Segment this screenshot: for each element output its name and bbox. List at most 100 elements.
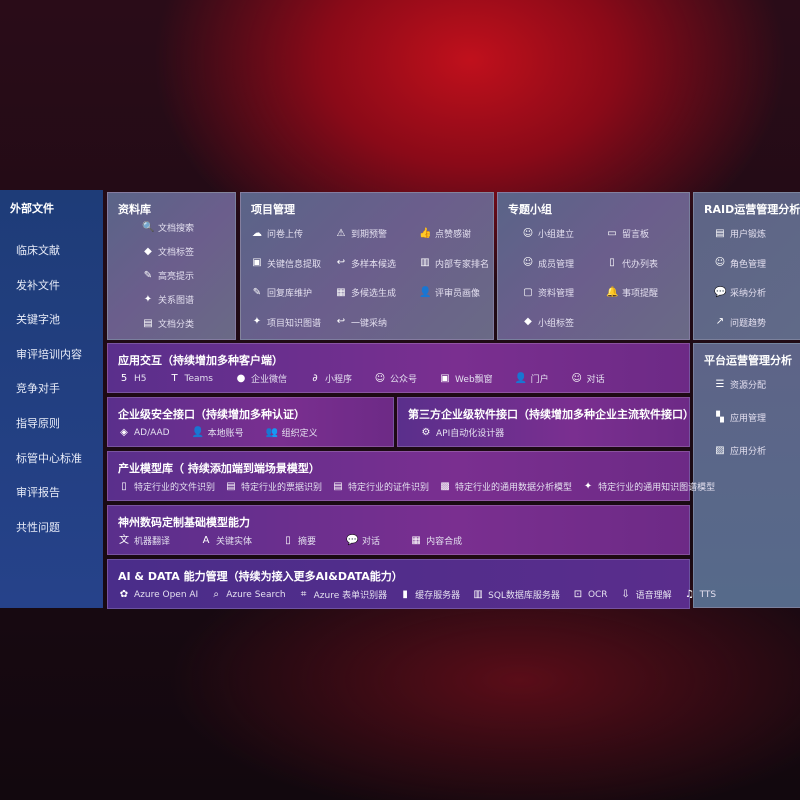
sidebar-item[interactable]: 标管中心标准 xyxy=(16,451,82,465)
industry-item[interactable]: ▯ 特定行业的文件识别 xyxy=(118,480,215,494)
base-panel: 神州数码定制基础模型能力 文机器翻译 A 关键实体 ▯ 摘要 💬 对话 ▦ 内容合成 xyxy=(107,505,690,555)
sidebar-item[interactable]: 发补文件 xyxy=(16,278,60,292)
graph-icon: ✦ xyxy=(143,293,153,305)
project-item[interactable]: ↩ 多样本候选 xyxy=(335,257,396,270)
project-item[interactable]: ✎ 回复库维护 xyxy=(251,286,312,300)
platform-item[interactable]: ▨ 应用分析 xyxy=(714,444,766,458)
raid-item-label: 采纳分析 xyxy=(730,289,767,299)
app-item-label: Teams xyxy=(184,373,213,384)
sidebar-item[interactable]: 共性问题 xyxy=(16,520,60,534)
ai-item[interactable]: ⊡ OCR xyxy=(572,588,608,601)
library-item-label: 文档搜索 xyxy=(158,224,195,234)
sidebar-item[interactable]: 审评报告 xyxy=(16,486,60,500)
industry-item[interactable]: ▤ 特定行业的证件识别 xyxy=(332,480,429,494)
project-item[interactable]: ⚠ 到期预警 xyxy=(335,227,388,241)
project-item[interactable]: 👤 评审员画像 xyxy=(419,286,480,300)
ai-item[interactable]: ⇩ 语音理解 xyxy=(620,588,671,602)
ai-item[interactable]: ✿ Azure Open AI xyxy=(118,588,198,601)
group-item[interactable]: ☺ 小组建立 xyxy=(522,227,574,241)
ai-item[interactable]: ▮ 缓存服务器 xyxy=(399,588,460,602)
ai-item-label: Azure Open AI xyxy=(134,589,199,600)
group-item[interactable]: ◆ 小组标签 xyxy=(522,316,574,329)
group-item[interactable]: ▢ 资料管理 xyxy=(522,286,574,300)
app-item[interactable]: ☺ 对话 xyxy=(571,372,604,386)
summary-icon: ▯ xyxy=(285,534,291,546)
project-item[interactable]: ✦ 项目知识图谱 xyxy=(251,316,321,329)
security-panel: 企业级安全接口（持续增加多种认证） ◈ AD/AAD 👤 本地账号 👥 组织定义 xyxy=(107,397,394,447)
sidebar-item[interactable]: 指导原则 xyxy=(16,417,60,430)
cloud-upload-icon: ☁ xyxy=(252,227,262,239)
raid-item[interactable]: ↗ 问题趋势 xyxy=(714,316,766,329)
ai-item[interactable]: ⌕ Azure Search xyxy=(210,588,285,601)
graph-icon: ✦ xyxy=(583,480,593,492)
library-item[interactable]: ◆ 文档标签 xyxy=(142,245,194,259)
user-icon: 👤 xyxy=(191,426,205,438)
platform-item[interactable]: ☰ 资源分配 xyxy=(714,378,767,392)
sidebar-item[interactable]: 审评培训内容 xyxy=(16,347,82,361)
industry-title: 产业模型库（ 持续添加端到端场景模型） xyxy=(118,462,320,475)
thirdparty-item[interactable]: ⚙ API自动化设计器 xyxy=(420,426,505,440)
group-item[interactable]: ☺ 成员管理 xyxy=(522,257,574,270)
org-icon: 👥 xyxy=(265,426,279,438)
app-item[interactable]: ∂ 小程序 xyxy=(309,372,352,386)
project-item[interactable]: 👍 点赞感谢 xyxy=(419,227,472,241)
openai-icon: ✿ xyxy=(119,588,129,600)
industry-item[interactable]: ✦ 特定行业的通用知识图谱模型 xyxy=(582,480,715,494)
industry-item[interactable]: ▤ 特定行业的票据识别 xyxy=(225,480,322,494)
security-item[interactable]: 👥 组织定义 xyxy=(265,426,318,440)
graph-icon: ✦ xyxy=(252,316,262,327)
project-item[interactable]: ☁ 问卷上传 xyxy=(251,227,303,241)
base-item[interactable]: ▯ 摘要 xyxy=(282,534,316,548)
bell-icon: 🔔 xyxy=(606,286,619,298)
industry-item[interactable]: ▩ 特定行业的通用数据分析模型 xyxy=(439,480,572,494)
library-item[interactable]: ✦ 关系图谱 xyxy=(142,293,194,307)
security-item[interactable]: ◈ AD/AAD xyxy=(118,426,169,439)
sidebar-item[interactable]: 关键字池 xyxy=(16,313,60,327)
app-item[interactable]: ▣ Web飘窗 xyxy=(439,372,492,386)
app-item[interactable]: 5 H5 xyxy=(118,372,147,385)
group-panel: 专题小组 ☺ 小组建立 ▭ 留言板 ☺ 成员管理 ▯ 代办列表 ▢ 资料管理 🔔 事项提醒 ◆ 小组标签 xyxy=(497,192,690,340)
app-item[interactable]: T Teams xyxy=(169,372,213,385)
project-item[interactable]: ↩ 一键采纳 xyxy=(335,316,387,329)
project-item[interactable]: ▦ 多候选生成 xyxy=(335,286,396,300)
library-item[interactable]: ✎ 高亮提示 xyxy=(142,269,194,283)
tag-icon: ◆ xyxy=(144,245,152,257)
group-item[interactable]: 🔔 事项提醒 xyxy=(606,286,659,300)
app-item[interactable]: ● 企业微信 xyxy=(235,372,287,386)
base-item[interactable]: ▦ 内容合成 xyxy=(410,534,462,548)
search-icon: ⌕ xyxy=(213,588,219,600)
sidebar-item[interactable]: 竞争对手 xyxy=(16,382,60,396)
id-card-icon: ▤ xyxy=(715,227,725,239)
platform-item[interactable]: ▚ 应用管理 xyxy=(714,411,766,425)
base-item[interactable]: 💬 对话 xyxy=(346,534,380,548)
thumbs-up-icon: 👍 xyxy=(419,227,432,239)
ai-item[interactable]: ▥ SQL数据库服务器 xyxy=(472,588,560,602)
group-item-label: 事项提醒 xyxy=(622,289,659,299)
project-item-label: 点赞感谢 xyxy=(435,230,472,240)
project-item[interactable]: ▥ 内部专家排名 xyxy=(419,257,489,270)
raid-item[interactable]: ▤ 用户锻炼 xyxy=(714,227,766,241)
base-item[interactable]: 文机器翻译 xyxy=(118,534,170,548)
group-item[interactable]: ▭ 留言板 xyxy=(606,227,649,241)
project-title: 项目管理 xyxy=(251,203,295,216)
ai-item[interactable]: ♫ TTS xyxy=(684,588,716,601)
library-item[interactable]: 🔍 文档搜索 xyxy=(142,221,195,235)
security-item[interactable]: 👤 本地账号 xyxy=(191,426,244,440)
group-item-label: 小组标签 xyxy=(538,318,575,329)
base-title: 神州数码定制基础模型能力 xyxy=(118,516,250,529)
sidebar-item[interactable]: 临床文献 xyxy=(16,244,60,257)
raid-item[interactable]: 💬 采纳分析 xyxy=(714,286,767,300)
app-item-label: 企业微信 xyxy=(250,375,287,385)
ai-item-label: Azure Search xyxy=(226,589,286,600)
raid-item[interactable]: ☺ 角色管理 xyxy=(714,257,766,270)
wecom-icon: ● xyxy=(236,372,246,384)
project-item[interactable]: ▣ 关键信息提取 xyxy=(251,257,321,270)
ai-item[interactable]: ⌗ Azure 表单识别器 xyxy=(298,588,387,602)
miniprogram-icon: ∂ xyxy=(312,372,318,384)
group-item[interactable]: ▯ 代办列表 xyxy=(606,257,658,270)
app-item[interactable]: ☺ 公众号 xyxy=(374,372,417,386)
project-panel: 项目管理 ☁ 问卷上传 ⚠ 到期预警 👍 点赞感谢 ▣ 关键信息提取 ↩ 多样本候选 ▥ 内部专家排名… xyxy=(240,192,494,340)
base-item[interactable]: A 关键实体 xyxy=(200,534,252,548)
library-item[interactable]: ▤ 文档分类 xyxy=(142,317,194,331)
app-item[interactable]: 👤 门户 xyxy=(515,372,549,386)
